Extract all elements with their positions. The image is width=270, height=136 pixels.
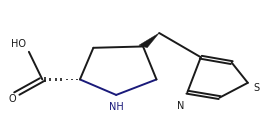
Text: HO: HO xyxy=(11,39,26,49)
Text: S: S xyxy=(253,83,259,92)
Polygon shape xyxy=(139,33,159,48)
Text: O: O xyxy=(9,94,16,104)
Text: N: N xyxy=(177,101,184,111)
Text: NH: NH xyxy=(109,102,124,112)
